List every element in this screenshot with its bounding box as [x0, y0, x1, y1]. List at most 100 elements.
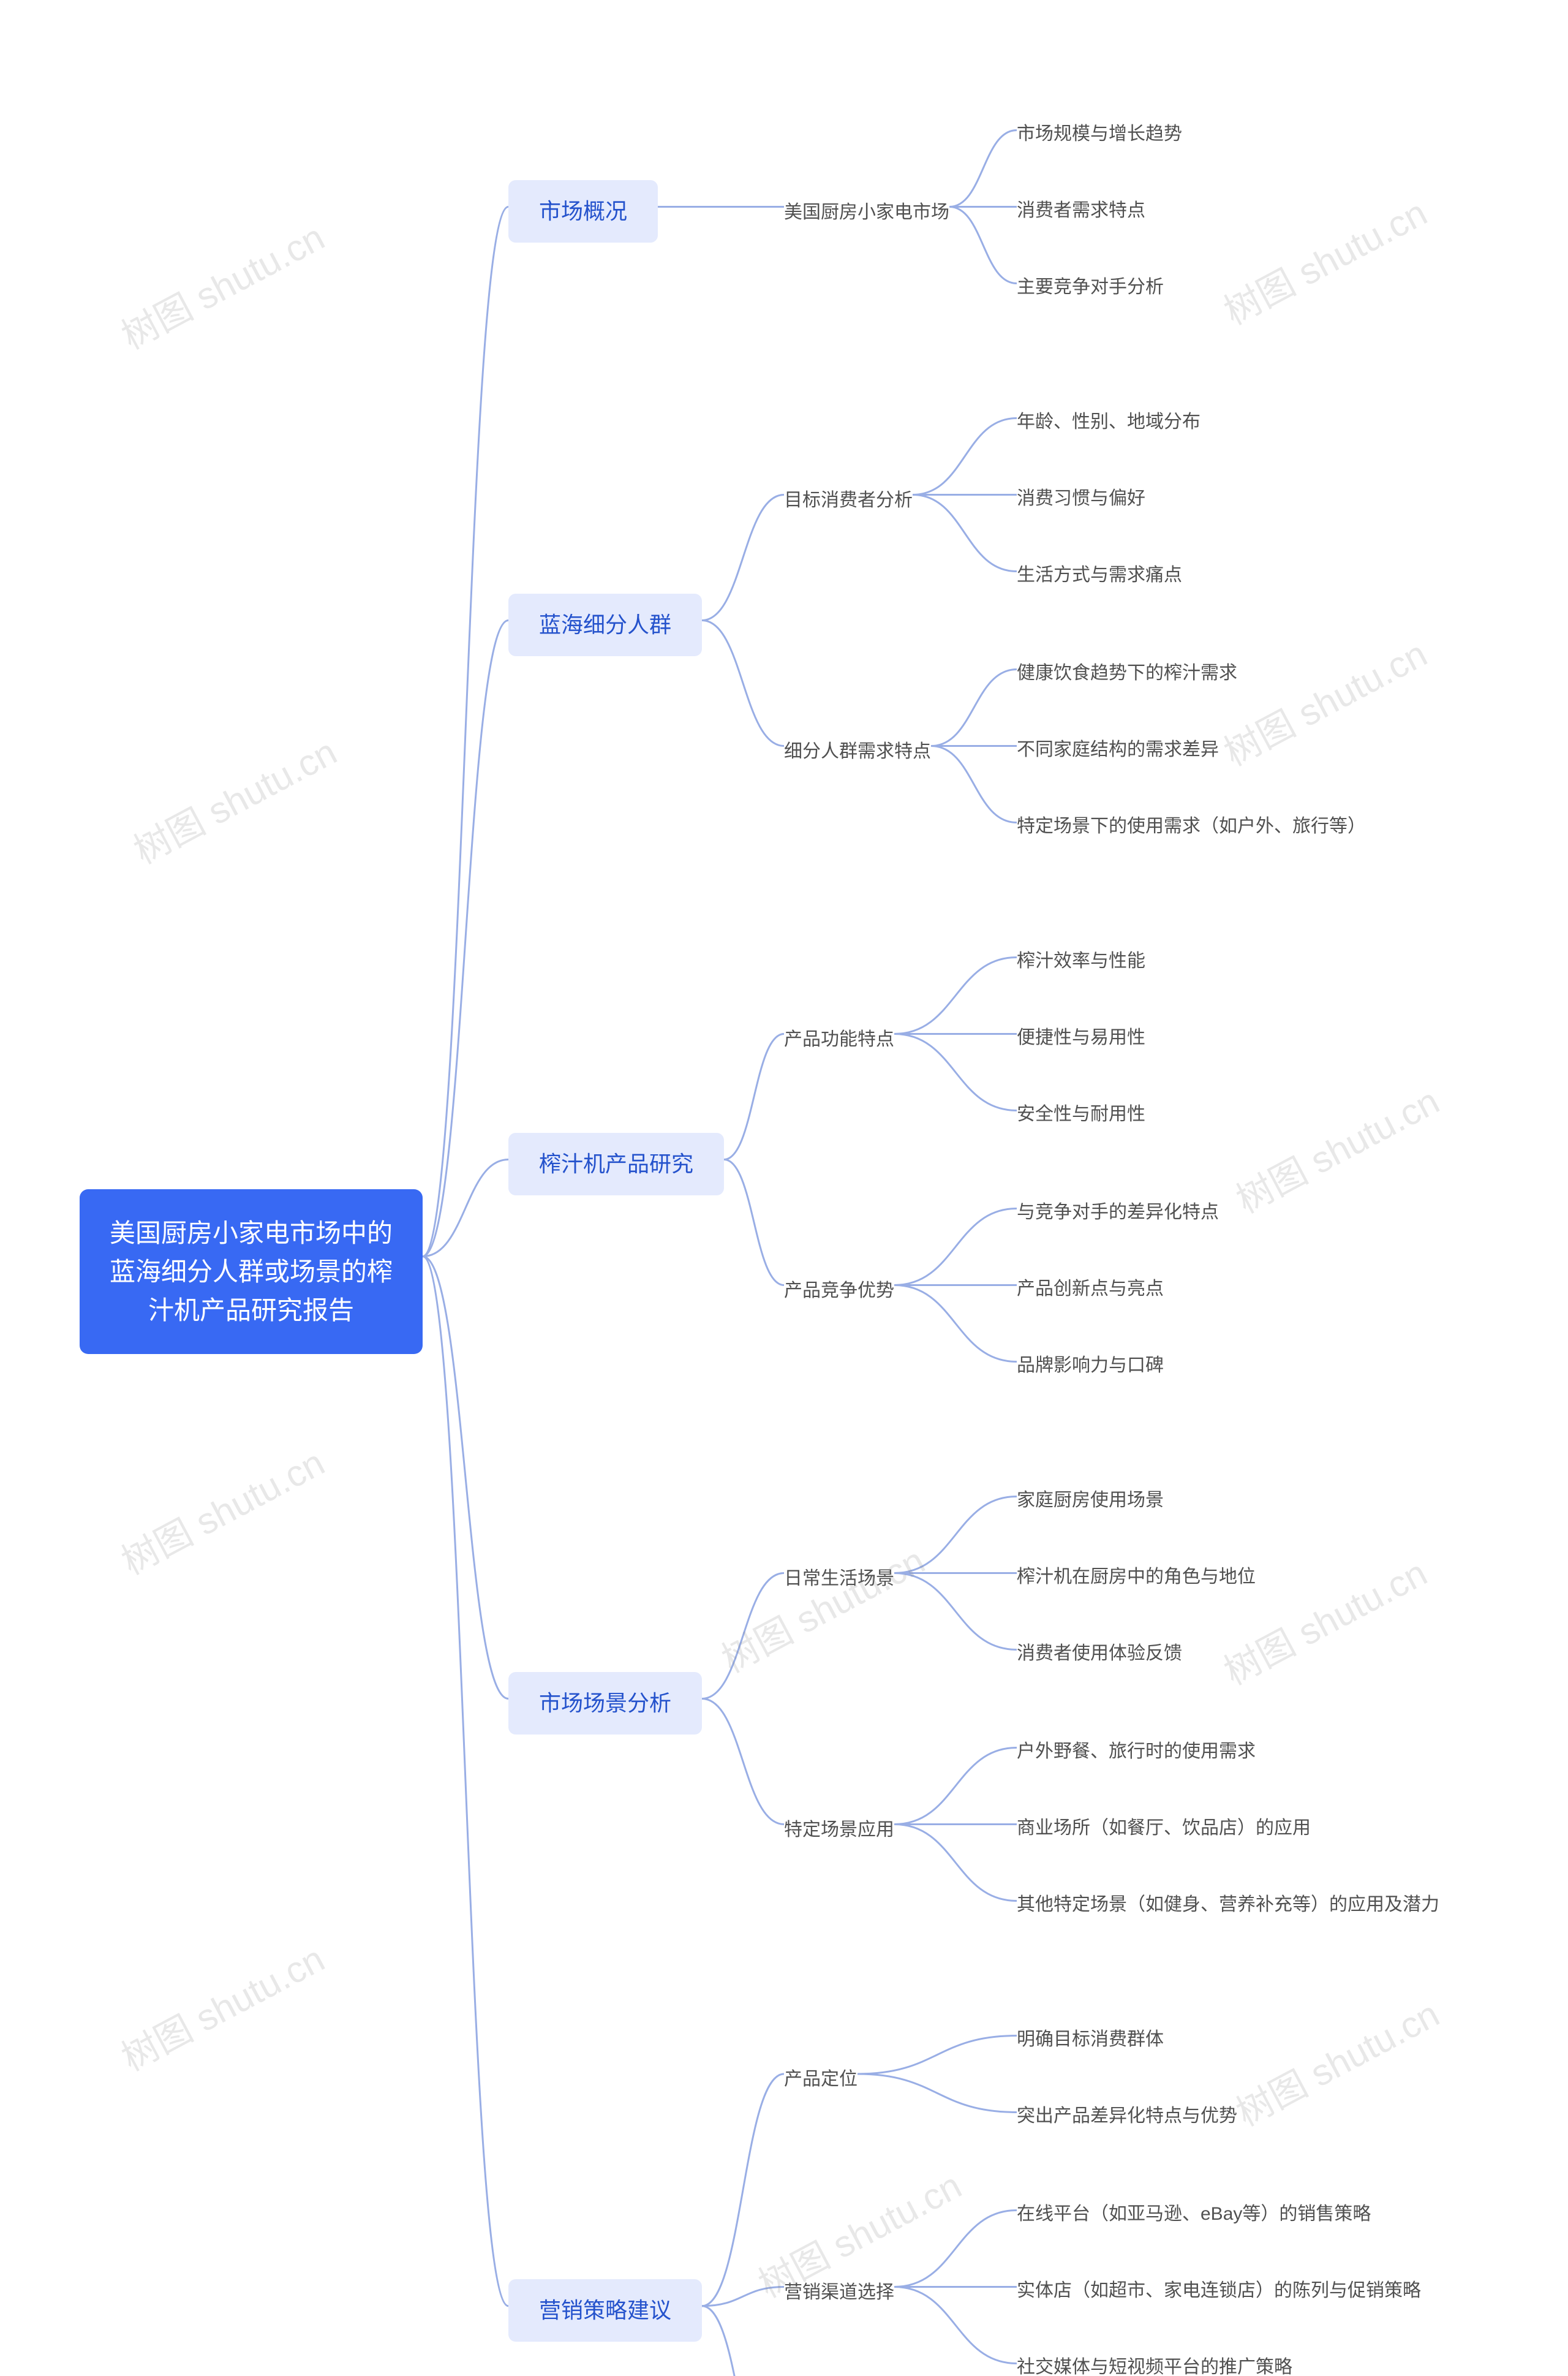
- watermark: 树图 shutu.cn: [711, 1532, 933, 1683]
- level1-node: 榨汁机产品研究: [508, 1133, 724, 1195]
- leaf-node: 户外野餐、旅行时的使用需求: [1017, 1731, 1256, 1773]
- level1-label: 市场场景分析: [539, 1687, 671, 1720]
- connector: [702, 2306, 784, 2376]
- leaf-node: 突出产品差异化特点与优势: [1017, 2095, 1237, 2137]
- level2-label: 目标消费者分析: [784, 486, 913, 514]
- level2-node: 产品竞争优势: [784, 1269, 894, 1312]
- connector: [913, 495, 1017, 572]
- level2-node: 美国厨房小家电市场: [784, 191, 949, 233]
- watermark: 树图 shutu.cn: [1213, 184, 1435, 335]
- connector: [894, 1748, 1017, 1825]
- level1-label: 蓝海细分人群: [539, 608, 671, 641]
- root-node: 美国厨房小家电市场中的蓝海细分人群或场景的榨汁机产品研究报告: [80, 1189, 423, 1354]
- connector: [949, 207, 1017, 284]
- level1-node: 蓝海细分人群: [508, 594, 702, 656]
- connector: [702, 1699, 784, 1825]
- leaf-node: 健康饮食趋势下的榨汁需求: [1017, 653, 1237, 694]
- level1-label: 榨汁机产品研究: [539, 1148, 693, 1181]
- connector: [894, 1825, 1017, 1901]
- watermark: 树图 shutu.cn: [111, 1434, 333, 1585]
- connector: [702, 2287, 784, 2306]
- connector: [423, 1257, 508, 2306]
- level2-label: 产品功能特点: [784, 1026, 894, 1053]
- root-label: 美国厨房小家电市场中的蓝海细分人群或场景的榨汁机产品研究报告: [99, 1214, 403, 1330]
- connector: [931, 746, 1017, 823]
- leaf-label: 其他特定场景（如健身、营养补充等）的应用及潜力: [1017, 1891, 1439, 1918]
- leaf-label: 生活方式与需求痛点: [1017, 562, 1182, 589]
- leaf-node: 榨汁效率与性能: [1017, 940, 1145, 982]
- connector: [894, 1285, 1017, 1362]
- watermark: 树图 shutu.cn: [123, 723, 345, 874]
- level2-node: 特定场景应用: [784, 1809, 894, 1851]
- connector: [894, 958, 1017, 1034]
- leaf-label: 消费者使用体验反馈: [1017, 1640, 1182, 1667]
- leaf-label: 消费者需求特点: [1017, 197, 1145, 224]
- leaf-label: 健康饮食趋势下的榨汁需求: [1017, 660, 1237, 687]
- leaf-node: 生活方式与需求痛点: [1017, 554, 1182, 596]
- level2-node: 目标消费者分析: [784, 479, 913, 521]
- connector: [894, 1209, 1017, 1285]
- leaf-node: 其他特定场景（如健身、营养补充等）的应用及潜力: [1017, 1884, 1439, 1926]
- level2-label: 产品竞争优势: [784, 1277, 894, 1304]
- connector: [894, 1573, 1017, 1650]
- leaf-label: 安全性与耐用性: [1017, 1101, 1145, 1128]
- connector: [894, 1034, 1017, 1111]
- level2-label: 产品定位: [784, 2065, 858, 2093]
- leaf-label: 不同家庭结构的需求差异: [1017, 736, 1219, 763]
- connector-layer: [0, 0, 1568, 2376]
- leaf-label: 社交媒体与短视频平台的推广策略: [1017, 2354, 1292, 2376]
- leaf-label: 明确目标消费群体: [1017, 2026, 1164, 2053]
- connector: [423, 621, 508, 1257]
- level2-label: 日常生活场景: [784, 1565, 894, 1592]
- leaf-label: 消费习惯与偏好: [1017, 485, 1145, 512]
- connector: [423, 1160, 508, 1257]
- connector: [702, 2074, 784, 2306]
- level2-label: 美国厨房小家电市场: [784, 199, 949, 226]
- leaf-node: 消费习惯与偏好: [1017, 478, 1145, 520]
- leaf-node: 与竞争对手的差异化特点: [1017, 1192, 1219, 1233]
- leaf-node: 商业场所（如餐厅、饮品店）的应用: [1017, 1807, 1311, 1849]
- level2-node: 日常生活场景: [784, 1557, 894, 1600]
- watermark: 树图 shutu.cn: [111, 1930, 333, 2081]
- watermark: 树图 shutu.cn: [1226, 1072, 1447, 1224]
- level1-node: 营销策略建议: [508, 2279, 702, 2342]
- leaf-node: 便捷性与易用性: [1017, 1017, 1145, 1059]
- leaf-node: 特定场景下的使用需求（如户外、旅行等）: [1017, 806, 1366, 847]
- leaf-node: 榨汁机在厨房中的角色与地位: [1017, 1556, 1256, 1598]
- leaf-label: 户外野餐、旅行时的使用需求: [1017, 1738, 1256, 1765]
- connector: [702, 495, 784, 621]
- leaf-label: 实体店（如超市、家电连锁店）的陈列与促销策略: [1017, 2277, 1421, 2304]
- level1-node: 市场场景分析: [508, 1672, 702, 1735]
- leaf-label: 榨汁效率与性能: [1017, 948, 1145, 975]
- connector: [702, 1573, 784, 1699]
- leaf-label: 便捷性与易用性: [1017, 1024, 1145, 1051]
- leaf-label: 产品创新点与亮点: [1017, 1276, 1164, 1303]
- level2-node: 产品功能特点: [784, 1018, 894, 1061]
- watermark: 树图 shutu.cn: [111, 208, 333, 360]
- level1-label: 市场概况: [539, 195, 627, 228]
- level1-node: 市场概况: [508, 180, 658, 243]
- connector: [894, 1497, 1017, 1573]
- leaf-node: 安全性与耐用性: [1017, 1094, 1145, 1135]
- leaf-node: 实体店（如超市、家电连锁店）的陈列与促销策略: [1017, 2270, 1421, 2312]
- leaf-label: 家庭厨房使用场景: [1017, 1487, 1164, 1514]
- leaf-node: 明确目标消费群体: [1017, 2019, 1164, 2060]
- connector: [724, 1034, 784, 1160]
- connector: [423, 207, 508, 1257]
- mindmap-canvas: 市场规模与增长趋势消费者需求特点主要竞争对手分析美国厨房小家电市场市场概况年龄、…: [0, 0, 1568, 2376]
- leaf-node: 产品创新点与亮点: [1017, 1268, 1164, 1310]
- leaf-label: 品牌影响力与口碑: [1017, 1352, 1164, 1379]
- watermark: 树图 shutu.cn: [1226, 1985, 1447, 2136]
- connector: [894, 2211, 1017, 2287]
- level2-label: 营销渠道选择: [784, 2279, 894, 2306]
- leaf-label: 年龄、性别、地域分布: [1017, 409, 1200, 436]
- leaf-label: 突出产品差异化特点与优势: [1017, 2103, 1237, 2130]
- connector: [724, 1160, 784, 1285]
- leaf-node: 消费者需求特点: [1017, 190, 1145, 232]
- level2-label: 细分人群需求特点: [784, 738, 931, 765]
- connector: [858, 2074, 1017, 2113]
- connector: [423, 1257, 508, 1699]
- leaf-label: 与竞争对手的差异化特点: [1017, 1199, 1219, 1226]
- connector: [894, 2287, 1017, 2364]
- leaf-label: 榨汁机在厨房中的角色与地位: [1017, 1564, 1256, 1591]
